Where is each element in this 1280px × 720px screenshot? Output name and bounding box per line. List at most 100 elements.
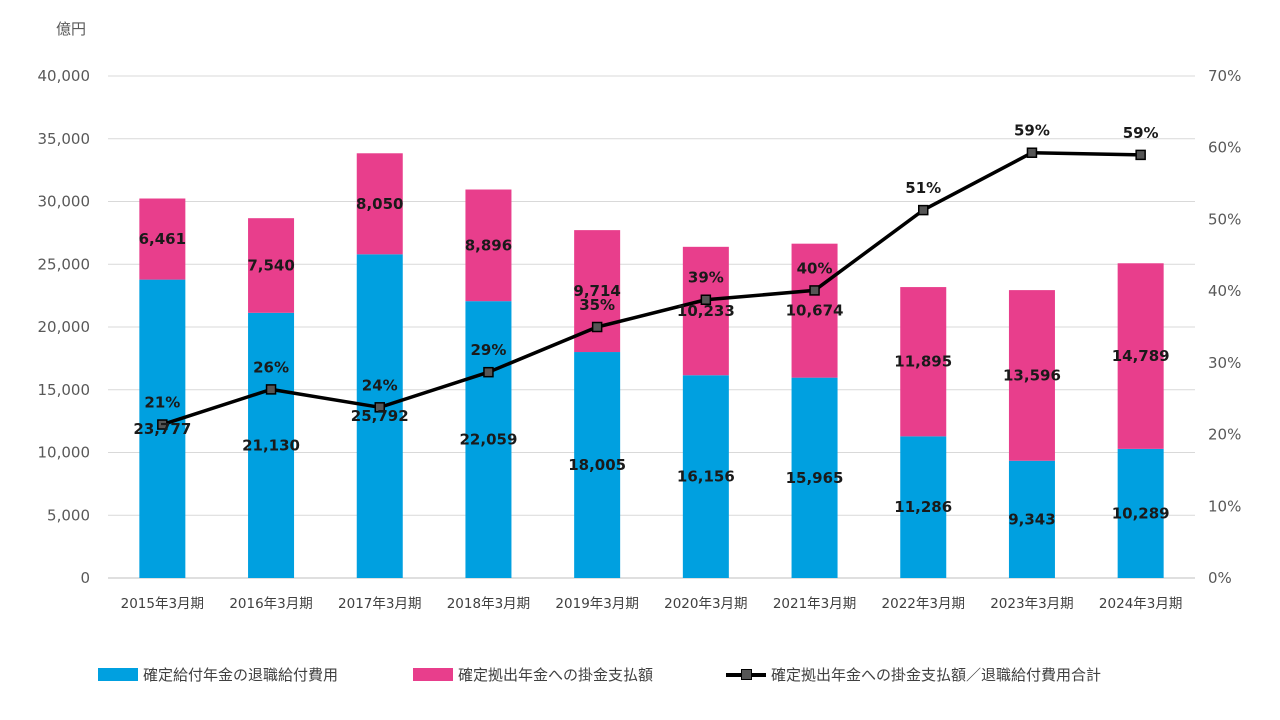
data-label-ratio: 59%: [1014, 122, 1050, 140]
bar-dbo: [682, 375, 729, 578]
ratio-marker: [591, 321, 603, 333]
data-label-dbo: 11,286: [894, 498, 952, 516]
bar-dc: [900, 287, 947, 437]
y2-tick-label: 70%: [1208, 67, 1241, 85]
data-label-dbo: 18,005: [568, 456, 626, 474]
y-tick-label: 0: [80, 569, 90, 587]
y2-tick-label: 50%: [1208, 210, 1241, 228]
x-tick-label: 2016年3月期: [229, 596, 312, 612]
data-label-dbo: 9,343: [1008, 510, 1055, 528]
y2-tick-label: 40%: [1208, 282, 1241, 300]
ratio-marker: [374, 402, 385, 413]
data-label-dc: 6,461: [139, 230, 186, 248]
data-label-ratio: 29%: [470, 341, 506, 359]
data-label-dc: 7,540: [247, 257, 294, 275]
data-label-ratio: 40%: [797, 259, 833, 277]
data-label-dbo: 23,777: [133, 420, 191, 438]
y-tick-label: 40,000: [38, 67, 91, 85]
ratio-marker: [1026, 147, 1038, 158]
data-label-dbo: 21,130: [242, 436, 300, 454]
data-label-ratio: 35%: [579, 296, 615, 314]
y-tick-label: 30,000: [38, 193, 91, 211]
legend-item-ratio: 確定拠出年金への掛金支払額／退職給付費用合計: [726, 664, 1101, 685]
y-tick-label: 20,000: [38, 318, 91, 336]
data-label-ratio: 39%: [688, 269, 724, 287]
x-tick-label: 2021年3月期: [773, 596, 856, 612]
y2-tick-label: 20%: [1208, 426, 1241, 444]
ratio-marker: [1135, 149, 1146, 161]
bar-dbo: [900, 436, 947, 578]
x-tick-label: 2023年3月期: [990, 596, 1073, 612]
legend-swatch-dc: [413, 668, 453, 681]
ratio-line: [157, 147, 1146, 430]
data-label-dc: 11,895: [894, 353, 952, 371]
y-axis-ticks: 0 5,000 10,000 15,000 20,000 25,000 30,000 35,0…: [38, 67, 91, 587]
data-label-dc: 9,714: [573, 282, 620, 300]
y-axis-unit: 億円: [56, 20, 86, 38]
ratio-marker: [700, 294, 712, 305]
x-axis-ticks: 2015年3月期 2016年3月期 2017年3月期 2018年3月期 2019年3月期…: [121, 596, 1183, 612]
data-label-dbo: 16,156: [677, 468, 735, 486]
y2-tick-label: 30%: [1208, 354, 1241, 372]
legend-item-dc: 確定拠出年金への掛金支払額: [413, 664, 653, 685]
y2-tick-label: 10%: [1208, 497, 1241, 515]
bar-dc: [791, 243, 838, 378]
legend-label-ratio: 確定拠出年金への掛金支払額／退職給付費用合計: [771, 666, 1102, 684]
data-label-dbo: 25,792: [351, 407, 409, 425]
legend-label-dbo: 確定給付年金の退職給付費用: [143, 666, 339, 684]
x-tick-label: 2022年3月期: [882, 596, 965, 612]
data-label-ratio: 26%: [253, 358, 289, 376]
bar-dbo: [1117, 448, 1164, 578]
y2-tick-label: 60%: [1208, 139, 1241, 157]
data-label-dc: 14,789: [1112, 347, 1170, 365]
legend-swatch-dbo: [98, 668, 138, 681]
y-tick-label: 25,000: [38, 255, 91, 273]
x-tick-label: 2017年3月期: [338, 596, 421, 612]
x-tick-label: 2020年3月期: [664, 596, 747, 612]
legend-label-dc: 確定拠出年金への掛金支払額: [458, 666, 654, 684]
y-tick-label: 5,000: [47, 506, 90, 524]
y-tick-label: 35,000: [38, 130, 91, 148]
bar-dbo: [465, 301, 512, 578]
data-label-dc: 13,596: [1003, 366, 1061, 384]
bar-dc: [1008, 290, 1055, 461]
data-labels: 23,777 6,461 21,130 7,540 25,792 8,050 22,059 8…: [133, 122, 1169, 529]
ratio-line-path: [161, 150, 1141, 427]
legend-line-key-ratio: [726, 668, 766, 681]
bar-dbo: [248, 312, 295, 578]
bar-dbo: [791, 377, 838, 578]
bar-dc: [682, 246, 729, 376]
data-label-ratio: 51%: [905, 179, 941, 197]
data-label-ratio: 21%: [144, 394, 180, 412]
data-label-dc: 10,674: [786, 302, 844, 320]
bar-dc: [1117, 263, 1164, 449]
chart: 億円 0 5,000 10,000 15,000 20,000 25,000 30,000 3…: [38, 20, 1242, 612]
bar-dc: [465, 189, 512, 302]
data-label-ratio: 59%: [1123, 124, 1159, 142]
data-label-dbo: 15,965: [786, 469, 844, 487]
ratio-marker: [483, 366, 494, 378]
data-label-dbo: 22,059: [460, 431, 518, 449]
bar-dbo: [1008, 460, 1055, 578]
x-tick-label: 2024年3月期: [1099, 596, 1182, 612]
bar-dbo: [356, 254, 403, 578]
bar-dc: [248, 218, 295, 313]
y-tick-label: 10,000: [38, 444, 91, 462]
data-label-dc: 10,233: [677, 302, 735, 320]
y2-axis-ticks: 0% 10% 20% 30% 40% 50% 60% 70%: [1208, 67, 1241, 587]
bar-dbo: [574, 352, 621, 578]
bar-dc: [356, 153, 403, 255]
ratio-marker: [265, 384, 277, 395]
legend-item-dbo: 確定給付年金の退職給付費用: [98, 664, 338, 685]
data-label-ratio: 24%: [362, 376, 398, 394]
data-label-dc: 8,050: [356, 195, 403, 213]
ratio-marker: [918, 204, 929, 216]
ratio-marker: [809, 285, 820, 296]
x-tick-label: 2018年3月期: [447, 596, 530, 612]
legend: 確定給付年金の退職給付費用 確定拠出年金への掛金支払額 確定拠出年金への掛金支払…: [0, 664, 1280, 688]
x-tick-label: 2019年3月期: [555, 596, 638, 612]
y-tick-label: 15,000: [38, 381, 91, 399]
bar-dc: [139, 198, 186, 280]
ratio-marker: [157, 419, 168, 430]
data-label-dbo: 10,289: [1112, 504, 1170, 522]
